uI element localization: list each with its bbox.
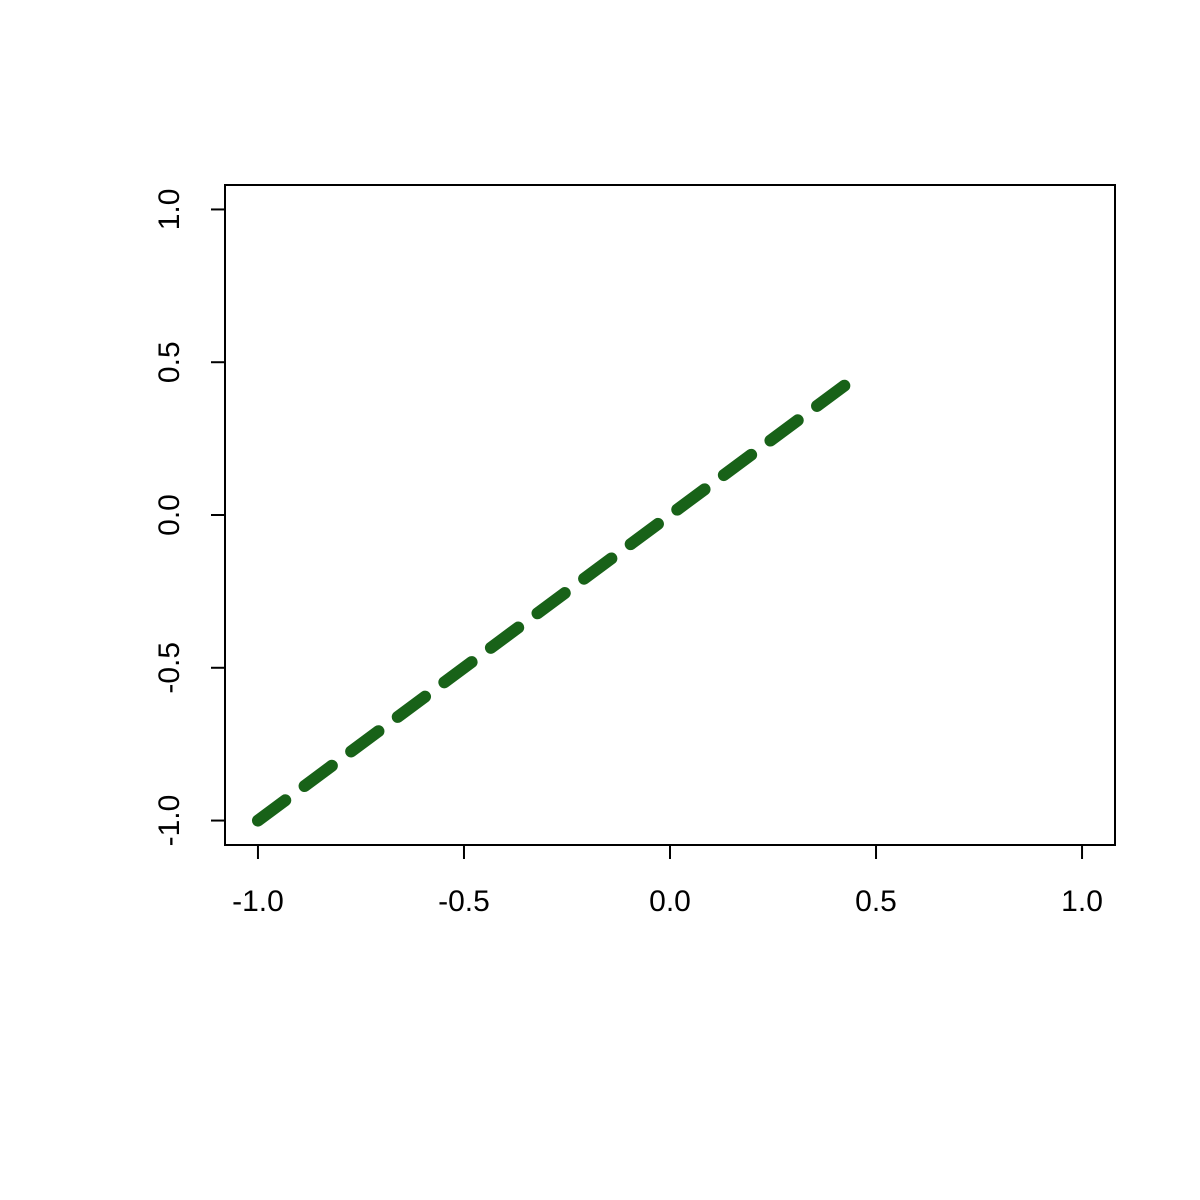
x-tick-label: -1.0: [232, 885, 284, 918]
y-tick-label: -1.0: [153, 795, 186, 847]
x-tick-label: 0.0: [649, 885, 691, 918]
x-tick-label: -0.5: [438, 885, 490, 918]
chart-container: -1.0 -0.5 0.0 0.5 1.0 -1.0 -0.5 0.0 0.5 1.0: [0, 0, 1200, 1200]
y-tick-label: 0.5: [153, 341, 186, 383]
y-tick-label: -0.5: [153, 642, 186, 694]
x-tick-label: 1.0: [1061, 885, 1103, 918]
y-tick-label: 1.0: [153, 189, 186, 231]
y-tick-label: 0.0: [153, 494, 186, 536]
line-chart: -1.0 -0.5 0.0 0.5 1.0 -1.0 -0.5 0.0 0.5 1.0: [0, 0, 1200, 1200]
x-tick-label: 0.5: [855, 885, 897, 918]
